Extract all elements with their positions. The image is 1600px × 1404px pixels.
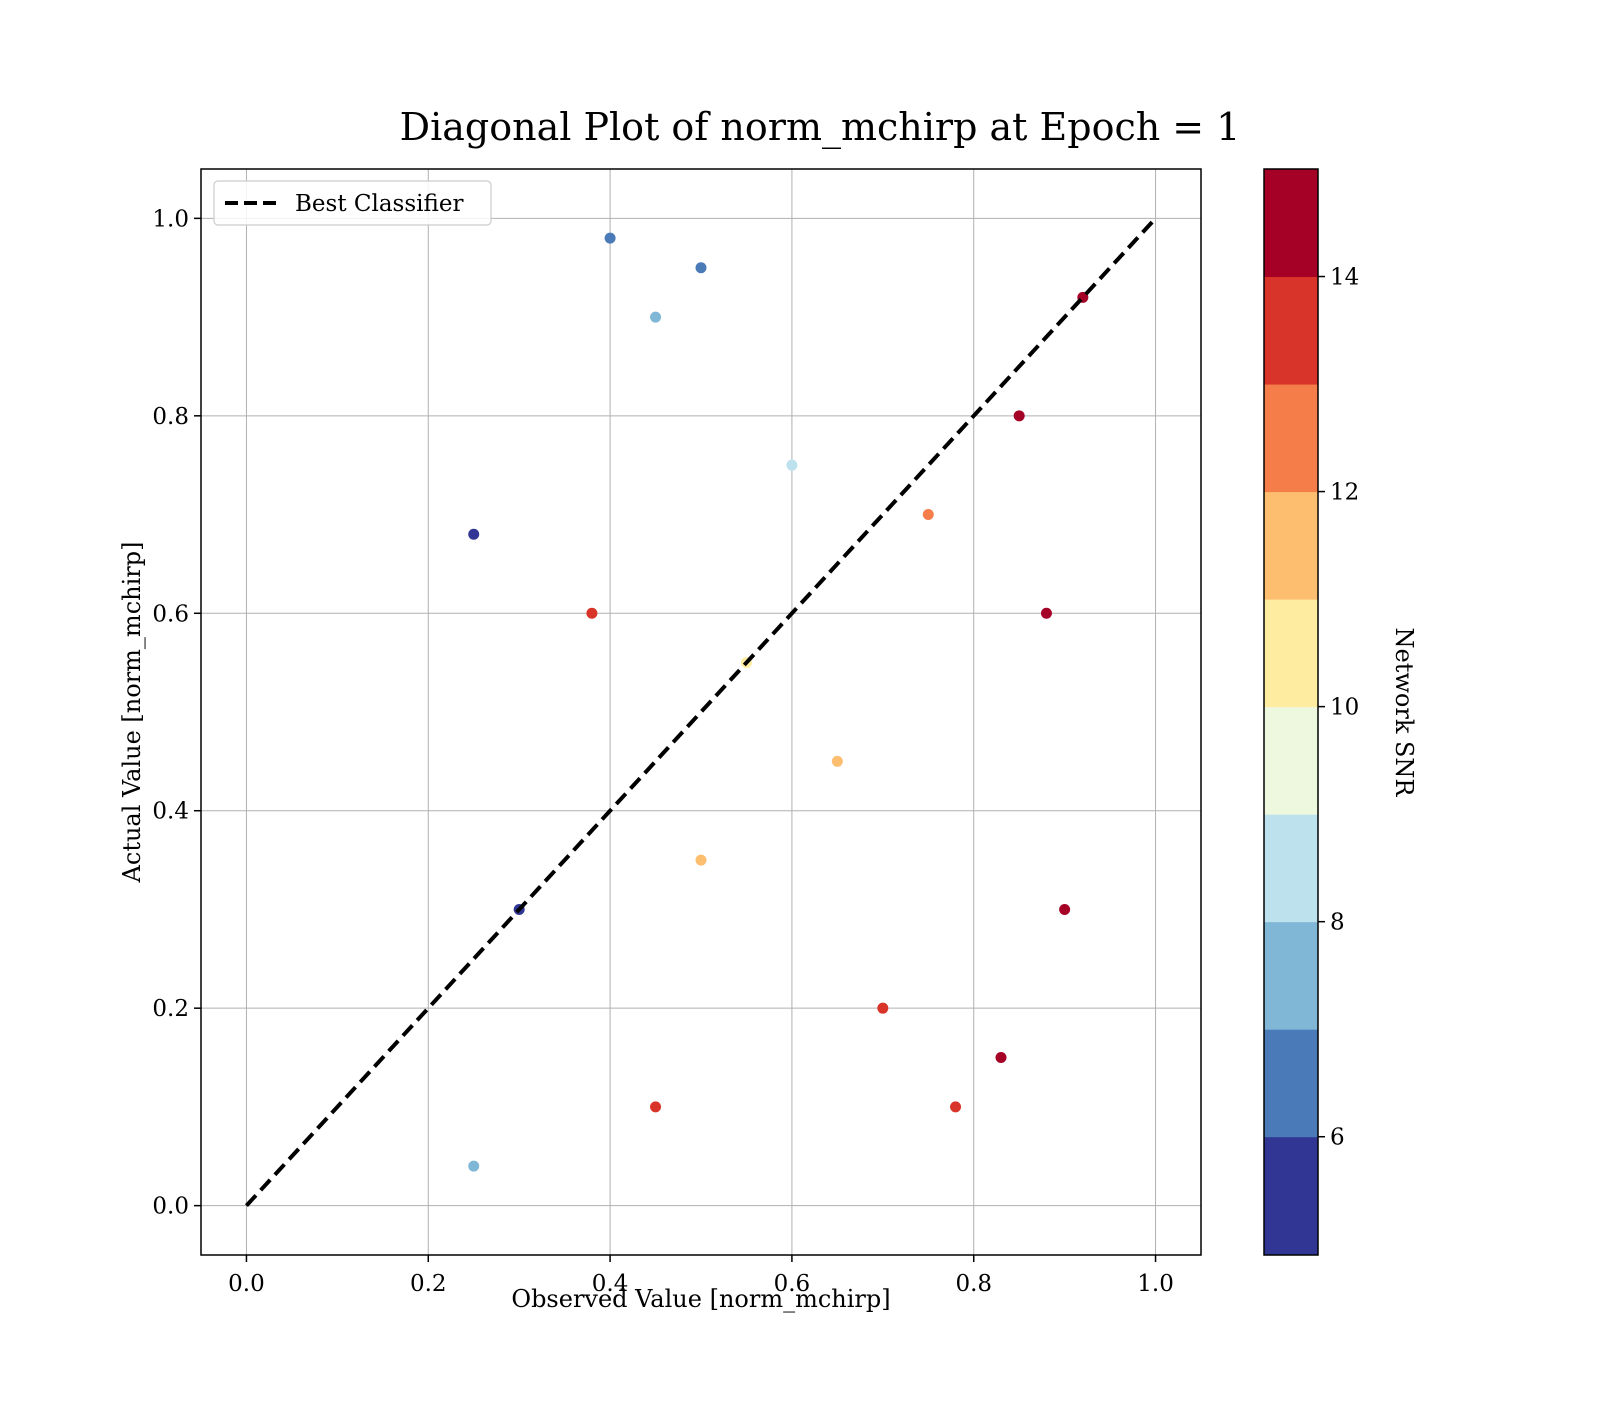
colorbar-segment (1264, 169, 1318, 278)
best-classifier-line (244, 217, 1158, 1207)
x-axis-label: Observed Value [norm_mchirp] (511, 1285, 890, 1313)
colorbar-tick-label: 8 (1330, 910, 1345, 936)
data-point (877, 1002, 889, 1014)
colorbar-tick-label: 12 (1330, 480, 1359, 506)
colorbar-segment (1264, 276, 1318, 385)
data-point (468, 528, 480, 540)
data-point (650, 1101, 662, 1113)
colorbar-ticks: 6 8 10 12 14 (1318, 265, 1359, 1151)
plot-frame (200, 168, 1202, 1256)
y-tick-label: 0.4 (152, 799, 189, 825)
x-tick-label: 0.4 (592, 1271, 629, 1297)
data-point (650, 311, 662, 323)
colorbar-segment (1264, 921, 1318, 1030)
x-tick-label: 0.6 (774, 1271, 811, 1297)
data-point (1013, 410, 1025, 422)
chart-title: Diagonal Plot of norm_mchirp at Epoch = … (400, 105, 1241, 150)
colorbar-segment (1264, 491, 1318, 600)
colorbar-segment (1264, 384, 1318, 493)
y-tick-label: 1.0 (152, 206, 189, 232)
y-axis-ticks: 0.0 0.2 0.4 0.6 0.8 1.0 (152, 206, 201, 1220)
x-axis-ticks: 0.0 0.2 0.4 0.6 0.8 1.0 (228, 1255, 1174, 1297)
y-tick-label: 0.2 (152, 996, 189, 1022)
data-point (604, 232, 616, 244)
colorbar-tick-label: 10 (1330, 695, 1359, 721)
y-tick-label: 0.8 (152, 404, 189, 430)
colorbar-tick-label: 6 (1330, 1125, 1345, 1151)
data-point (1040, 607, 1052, 619)
colorbar (1264, 169, 1318, 1256)
colorbar-frame (1263, 168, 1319, 1256)
colorbar-segment (1264, 1136, 1318, 1256)
colorbar-tick-label: 14 (1330, 265, 1359, 291)
colorbar-segment (1264, 1029, 1318, 1138)
data-point (922, 509, 934, 521)
colorbar-label: Network SNR (1390, 628, 1418, 798)
data-point (1059, 903, 1071, 915)
colorbar-segment (1264, 706, 1318, 815)
x-tick-label: 0.8 (955, 1271, 992, 1297)
x-tick-label: 1.0 (1137, 1271, 1174, 1297)
data-point (831, 755, 843, 767)
data-points (468, 232, 1089, 1172)
data-point (786, 459, 798, 471)
y-tick-label: 0.6 (152, 601, 189, 627)
legend: Best Classifier (213, 180, 492, 226)
x-tick-label: 0.0 (228, 1271, 265, 1297)
x-tick-label: 0.2 (410, 1271, 447, 1297)
data-point (586, 607, 598, 619)
legend-label: Best Classifier (295, 191, 463, 217)
colorbar-segment (1264, 814, 1318, 923)
y-axis-label: Actual Value [norm_mchirp] (118, 542, 146, 884)
colorbar-segment (1264, 599, 1318, 708)
data-point (695, 262, 707, 274)
data-point (695, 854, 707, 866)
data-point (995, 1052, 1007, 1064)
y-tick-label: 0.0 (152, 1194, 189, 1220)
data-point (468, 1160, 480, 1172)
data-point (950, 1101, 962, 1113)
legend-box (213, 180, 492, 226)
reference-line-layer (244, 217, 1158, 1207)
